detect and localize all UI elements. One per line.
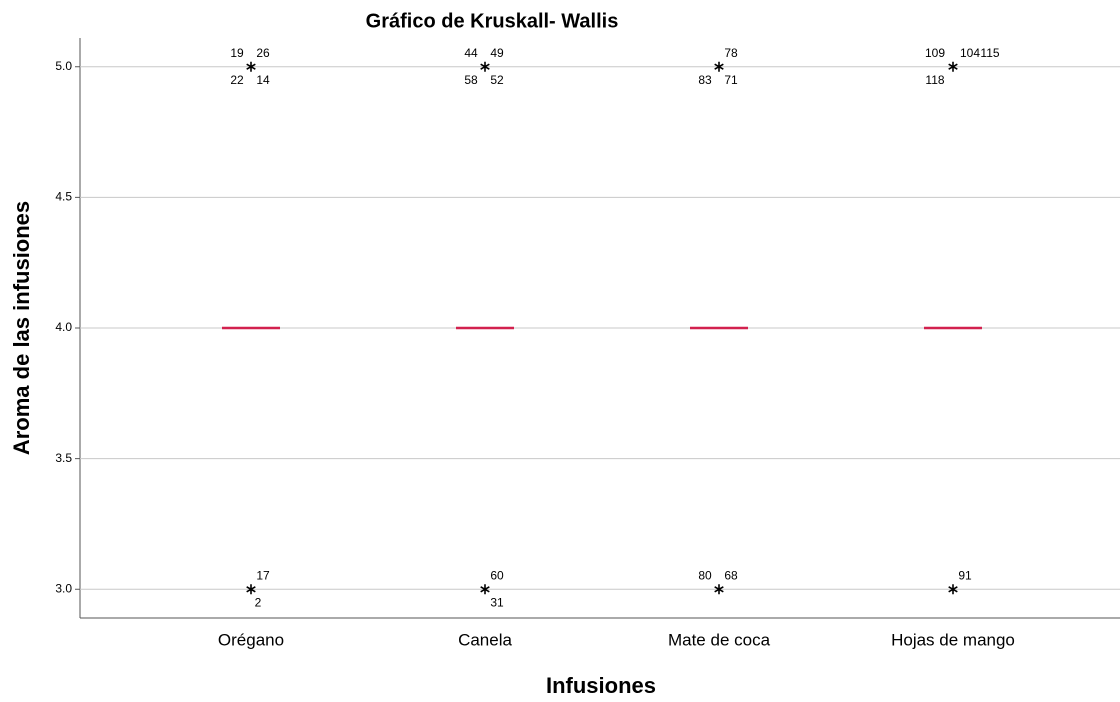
outlier	[246, 61, 256, 72]
case-label: 91	[958, 568, 972, 582]
outlier	[714, 61, 724, 72]
y-tick-label: 3.0	[55, 581, 72, 595]
y-axis-title: Aroma de las infusiones	[9, 201, 34, 455]
case-label: 14	[256, 73, 270, 87]
outlier	[246, 584, 256, 595]
y-tick-label: 3.5	[55, 451, 72, 465]
case-label: 2	[255, 595, 262, 609]
case-label: 44	[464, 46, 478, 60]
case-label: 26	[256, 46, 270, 60]
case-label: 58	[464, 73, 478, 87]
x-tick-label: Mate de coca	[668, 630, 771, 649]
case-label: 83	[698, 73, 712, 87]
outlier	[480, 584, 490, 595]
x-tick-label: Canela	[458, 630, 512, 649]
outlier	[948, 584, 958, 595]
chart-title: Gráfico de Kruskall- Wallis	[366, 10, 619, 32]
case-label: 78	[724, 46, 738, 60]
case-label: 71	[724, 73, 738, 87]
case-label: 49	[490, 46, 504, 60]
case-label: 68	[724, 568, 738, 582]
case-label: 115	[980, 46, 999, 60]
x-axis-title: Infusiones	[546, 673, 656, 698]
outlier	[480, 61, 490, 72]
x-tick-label: Orégano	[218, 630, 284, 649]
y-tick-label: 4.0	[55, 320, 72, 334]
case-label: 118	[925, 73, 944, 87]
y-tick-label: 4.5	[55, 190, 72, 204]
case-label: 17	[256, 568, 270, 582]
case-label: 109	[925, 46, 945, 60]
case-label: 60	[490, 568, 504, 582]
y-tick-label: 5.0	[55, 59, 72, 73]
case-label: 31	[490, 595, 504, 609]
case-label: 104	[960, 46, 980, 60]
outlier	[948, 61, 958, 72]
case-label: 19	[230, 46, 244, 60]
case-label: 52	[490, 73, 504, 87]
case-label: 80	[698, 568, 712, 582]
case-label: 22	[230, 73, 244, 87]
x-tick-label: Hojas de mango	[891, 630, 1015, 649]
outlier	[714, 584, 724, 595]
